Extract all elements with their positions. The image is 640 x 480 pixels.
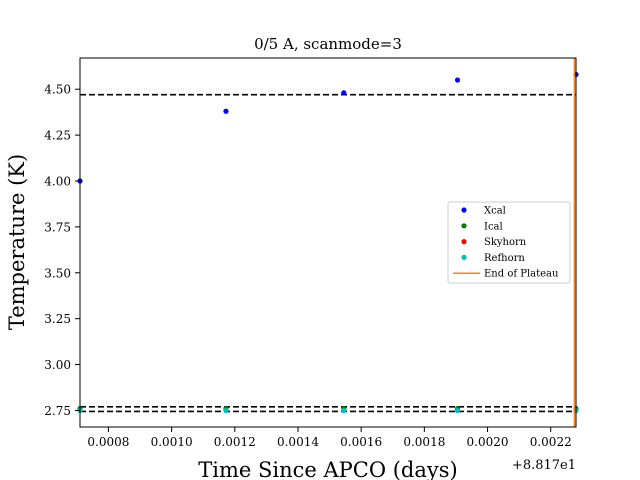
y-tick-label: 3.75: [44, 220, 71, 234]
legend-label-skyhorn: Skyhorn: [484, 237, 527, 248]
legend-box: [447, 201, 571, 284]
point-refhorn-2: [341, 407, 347, 414]
x-tick-label: 0.0018: [403, 435, 445, 449]
x-offset-label: +8.817e1: [512, 458, 576, 473]
x-tick-label: 0.0010: [151, 435, 193, 449]
x-tick-label: 0.0022: [530, 435, 572, 449]
x-tick-label: 0.0014: [277, 435, 319, 449]
point-xcal-3: [454, 77, 461, 83]
legend-label-end-of-plateau: End of Plateau: [484, 269, 559, 280]
legend-swatch-refhorn: [461, 254, 467, 260]
legend-label-ical: Ical: [484, 221, 503, 232]
y-tick-label: 4.50: [44, 83, 71, 97]
legend-swatch-skyhorn: [461, 239, 467, 245]
x-tick-label: 0.0020: [467, 435, 509, 449]
point-refhorn-1: [223, 407, 229, 414]
x-tick-label: 0.0012: [214, 435, 256, 449]
x-axis: 0.0008 0.0010 0.0012 0.0014 0.0016 0.0018 0.00…: [87, 427, 572, 449]
point-xcal-2: [341, 90, 347, 96]
y-axis: 2.75 3.00 3.25 3.50 3.75 4.00 4.25 4.50: [44, 83, 80, 418]
y-tick-label: 3.50: [44, 266, 71, 280]
y-tick-label: 2.75: [44, 404, 71, 418]
legend: Xcal Ical Skyhorn Refhorn End of Plateau: [447, 201, 571, 284]
plot-content: [77, 58, 579, 427]
y-tick-label: 3.25: [44, 312, 71, 326]
x-tick-label: 0.0016: [340, 435, 382, 449]
y-axis-label: Temperature (K): [5, 154, 29, 330]
point-refhorn-3: [454, 407, 461, 414]
legend-label-refhorn: Refhorn: [484, 253, 525, 264]
x-tick-label: 0.0008: [87, 435, 129, 449]
y-tick-label: 4.25: [44, 129, 71, 143]
legend-swatch-xcal: [461, 207, 467, 213]
point-xcal-1: [223, 108, 229, 114]
legend-swatch-ical: [461, 223, 467, 229]
x-axis-label: Time Since APCO (days): [198, 458, 457, 480]
y-tick-label: 3.00: [44, 358, 71, 372]
chart-title: 0/5 A, scanmode=3: [254, 35, 402, 53]
y-tick-label: 4.00: [44, 175, 71, 189]
legend-label-xcal: Xcal: [484, 206, 506, 217]
plot-frame: [79, 57, 577, 428]
